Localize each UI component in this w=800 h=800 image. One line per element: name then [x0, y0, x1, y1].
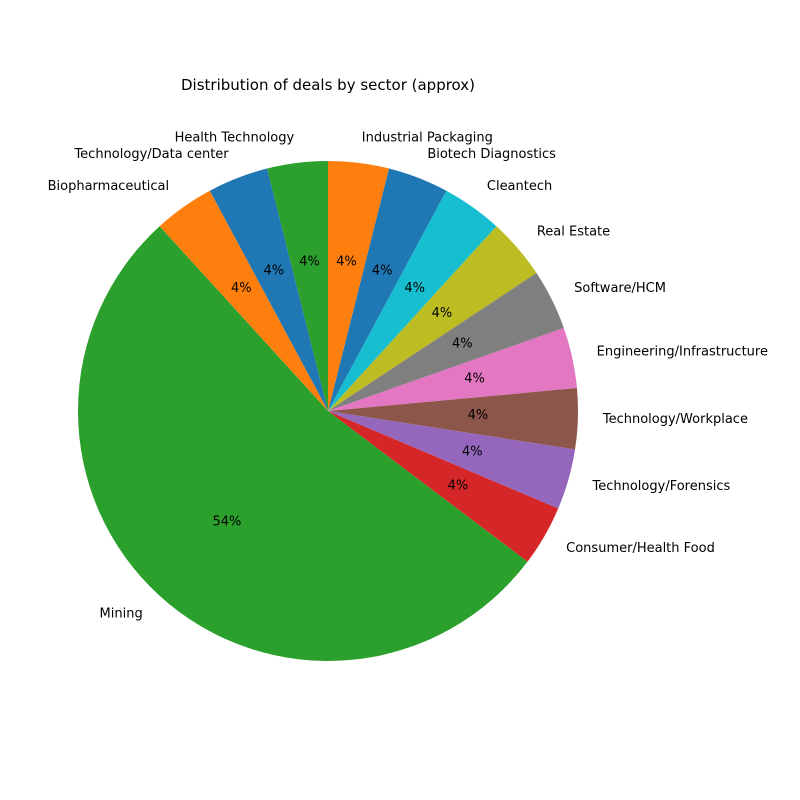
pie-slice-cleantech — [328, 190, 497, 411]
pie-slices — [78, 161, 578, 661]
percent-label-engineering-infrastructure: 4% — [464, 371, 485, 386]
category-label-software-hcm: Software/HCM — [574, 281, 666, 296]
category-label-biopharmaceutical: Biopharmaceutical — [48, 179, 170, 194]
percent-label-software-hcm: 4% — [452, 337, 473, 352]
pie-slice-software-hcm — [328, 272, 564, 411]
percent-label-technology-data-center: 4% — [264, 264, 285, 279]
pie-slice-engineering-infrastructure — [328, 327, 577, 411]
pie-percent-labels: 4% 4% 4% 54% 4% 4% 4% 4% 4% 4% 4% 4% 4% — [212, 255, 488, 530]
pie-slice-industrial-packaging — [328, 161, 389, 411]
percent-label-biotech-diagnostics: 4% — [372, 264, 393, 279]
percent-label-technology-workplace: 4% — [468, 408, 489, 423]
category-label-consumer-health-food: Consumer/Health Food — [566, 541, 715, 556]
percent-label-consumer-health-food: 4% — [448, 479, 469, 494]
pie-slice-mining — [78, 226, 528, 661]
pie-slice-health-technology — [267, 161, 328, 411]
category-label-health-technology: Health Technology — [175, 131, 295, 146]
percent-label-cleantech: 4% — [404, 281, 425, 296]
percent-label-real-estate: 4% — [432, 306, 453, 321]
pie-slice-technology-workplace — [328, 387, 578, 450]
category-label-technology-workplace: Technology/Workplace — [602, 412, 748, 427]
percent-label-technology-forensics: 4% — [462, 445, 483, 460]
percent-label-biopharmaceutical: 4% — [231, 281, 252, 296]
percent-label-mining: 54% — [212, 514, 241, 529]
pie-slice-biopharmaceutical — [159, 190, 328, 411]
percent-label-industrial-packaging: 4% — [336, 255, 357, 270]
category-label-engineering-infrastructure: Engineering/Infrastructure — [597, 345, 768, 360]
pie-slice-technology-data-center — [209, 168, 328, 411]
category-label-real-estate: Real Estate — [537, 225, 610, 240]
pie-slice-real-estate — [328, 226, 537, 411]
pie-slice-consumer-health-food — [328, 411, 559, 562]
pie-slice-technology-forensics — [328, 411, 576, 509]
category-label-mining: Mining — [100, 607, 143, 622]
chart-title: Distribution of deals by sector (approx) — [181, 76, 475, 94]
pie-slice-biotech-diagnostics — [328, 168, 447, 411]
category-label-technology-forensics: Technology/Forensics — [592, 479, 731, 494]
category-label-industrial-packaging: Industrial Packaging — [362, 131, 493, 146]
category-label-biotech-diagnostics: Biotech Diagnostics — [427, 147, 556, 162]
category-label-technology-data-center: Technology/Data center — [73, 147, 229, 162]
percent-label-health-technology: 4% — [299, 255, 320, 270]
category-label-cleantech: Cleantech — [487, 179, 552, 194]
